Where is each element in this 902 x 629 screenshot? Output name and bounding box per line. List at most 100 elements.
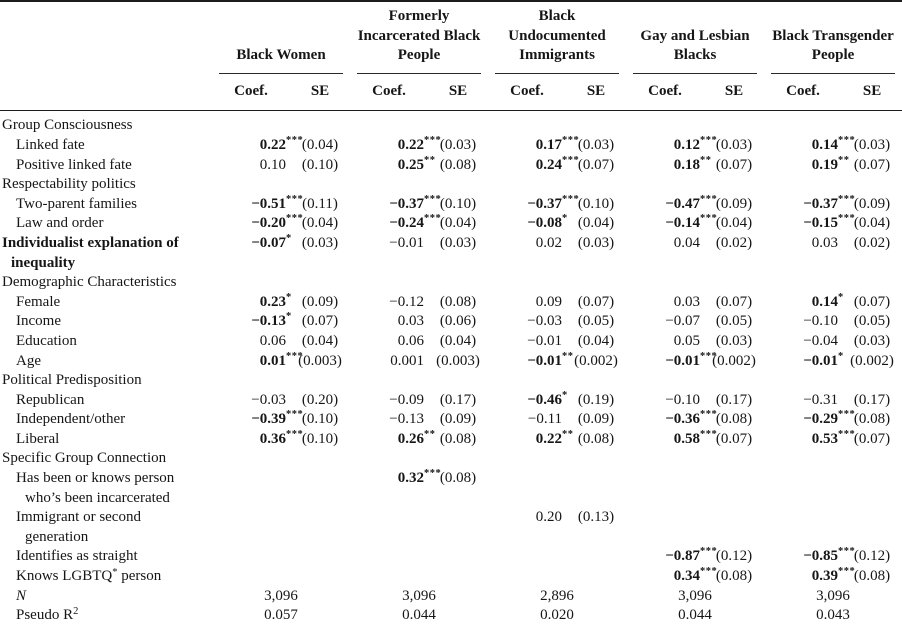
coef-cell: −0.37*** [488,194,579,215]
row-label: Age [16,352,41,369]
table-row: Law and order −0.20*** (0.04) −0.24*** (0.04… [0,214,902,234]
row-label: Republican [16,391,85,408]
coef-value: 0.36 [259,430,286,447]
se-column-header: SE [566,73,627,112]
coef-cell: 0.06 [350,332,428,352]
coef-value: 0.22 [259,136,286,153]
coef-value: −0.51 [251,195,286,212]
coef-cell: −0.04 [764,332,842,352]
coef-value: 0.39 [811,568,839,585]
coef-cell: 0.34*** [626,567,717,587]
coef-cell: −0.07 [626,312,704,332]
coef-cell: −0.15*** [764,214,855,234]
row-label: Liberal [16,430,60,447]
coef-value: −0.15 [803,215,839,232]
coef-value: −0.03 [251,391,286,408]
coef-value: −0.13 [389,411,425,428]
row-label: Knows LGBTQ* person [16,566,162,585]
coef-value: 0.25 [397,156,425,173]
row-label: Income [16,313,61,330]
coef-cell: −0.24*** [350,214,441,234]
coef-value: 0.01 [259,352,286,369]
se-cell: (0.10) [301,156,339,173]
table-row: Knows LGBTQ* person 0.34*** (0.08) 0.39***(… [0,567,902,587]
se-cell: (0.09) [853,195,891,212]
coef-value: −0.04 [803,332,839,349]
coef-cell: −0.47*** [626,194,717,215]
row-label: Identifies as straight [16,548,138,565]
table-row: Individualist explanation of inequality −0… [0,233,902,273]
coef-value: 0.18 [673,156,701,173]
stat-value: 3,096 [816,587,850,604]
group-title: Gay and Lesbian Blacks [633,27,758,74]
significance-stars: *** [700,213,718,225]
coef-cell: 0.03 [350,312,428,332]
significance-stars: *** [700,135,718,147]
coef-cell: −0.11 [488,410,566,430]
coef-cell: 0.02 [488,234,566,273]
se-cell: (0.08) [439,156,477,173]
significance-stars: *** [286,409,304,421]
significance-stars: * [562,389,568,401]
row-spacer [212,111,902,136]
se-cell: (0.10) [301,430,339,447]
coef-value: −0.37 [527,195,563,212]
coef-cell [488,567,566,587]
se-cell: (0.08) [439,470,477,487]
coef-value: 0.53 [811,430,839,447]
stat-value: 0.020 [540,607,574,624]
significance-stars: *** [838,429,856,441]
significance-stars: *** [838,566,856,578]
se-column-header: SE [842,73,902,112]
significance-stars: * [562,213,568,225]
row-label: Individualist explanation of inequality [0,234,212,273]
coef-cell [350,567,428,587]
significance-stars: *** [838,409,856,421]
coef-value: 0.04 [673,234,701,251]
stat-value: 3,096 [402,587,436,604]
table-row: Independent/other −0.39*** (0.10) −0.13 (0.0… [0,410,902,430]
coef-cell: 0.04 [626,234,704,273]
coef-cell: −0.08* [488,213,568,234]
se-cell: (0.17) [853,391,891,408]
table-row: Positive linked fate 0.10 (0.10) 0.25** (0.0… [0,155,902,176]
coef-value: 0.58 [673,430,701,447]
group-title: Black Women [219,46,344,74]
coef-cell: 0.32*** [350,469,441,508]
coef-cell: 0.14* [764,292,844,313]
group-header-1: Black Women [212,1,350,74]
se-cell: (0.04) [577,215,615,232]
row-label-wrap: generation [25,528,89,545]
coef-value: −0.37 [389,195,425,212]
coef-value: −0.10 [665,391,701,408]
coef-column-header: Coef. [350,73,429,112]
se-cell: (0.07) [715,430,753,447]
significance-stars: *** [286,213,304,225]
se-cell: (0.09) [715,195,753,212]
table-row: Immigrant or second generation 0.20 (0.13) [0,508,902,547]
coef-cell: −0.01 [350,234,428,273]
group-header-3: Black Undocumented Immigrants [488,1,626,74]
coef-value: −0.87 [665,548,701,565]
coef-value: 0.001 [390,352,425,369]
stat-value: 3,096 [264,587,298,604]
significance-stars: *** [286,135,304,147]
significance-stars: * [286,311,292,323]
coef-cell: 0.06 [212,332,290,352]
coef-value: 0.09 [535,293,563,310]
se-cell: (0.08) [853,411,891,428]
se-cell: (0.03) [577,136,615,153]
significance-stars: *** [700,350,718,362]
coef-cell: −0.14*** [626,214,717,234]
coef-cell [350,547,428,567]
coef-cell: 0.10 [212,156,290,176]
se-cell: (0.05) [577,313,615,330]
se-cell: (0.08) [439,430,477,447]
coef-value: −0.39 [251,411,286,428]
se-cell [842,469,902,508]
se-cell: (0.02) [853,234,891,251]
table-row: Age 0.01*** (0.003) 0.001 (0.003) −0.01** (0.0… [0,350,902,372]
se-column-header: SE [704,73,765,112]
se-cell: (0.05) [715,313,753,330]
table-row: Two-parent families −0.51*** (0.11) −0.37**… [0,194,902,215]
